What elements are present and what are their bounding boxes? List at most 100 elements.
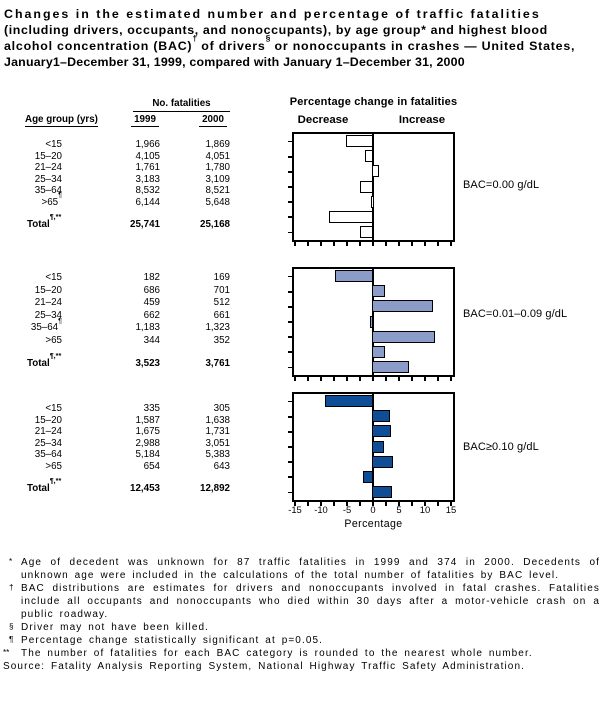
x-axis-tick	[411, 377, 413, 381]
bar	[371, 345, 386, 358]
footnote-marker: *	[9, 556, 13, 566]
y-axis-tick	[288, 366, 292, 369]
age-cell: Total¶,**	[27, 350, 62, 369]
age-cell: 15–20	[34, 150, 62, 162]
fatalities-1999-cell: 4,105	[135, 150, 160, 162]
x-tick-label: -10	[314, 504, 328, 515]
x-axis-tick	[346, 502, 348, 506]
table-total-row: Total¶,** 12,453 12,892	[0, 475, 240, 495]
age-cell: <15	[45, 403, 62, 414]
bar	[360, 225, 374, 238]
age-cell: 35–64	[34, 449, 62, 461]
fatalities-1999-cell: 459	[143, 297, 160, 309]
bac-category-label-001-009: BAC=0.01–0.09 g/dL	[463, 308, 568, 320]
column-header-1999: 1999	[131, 114, 159, 127]
x-axis-tick	[307, 502, 309, 506]
bar	[371, 425, 391, 438]
bar	[324, 395, 374, 408]
fatalities-2000-cell: 12,892	[200, 482, 230, 494]
fatalities-1999-cell: 344	[143, 334, 160, 346]
x-axis-tick	[437, 377, 439, 381]
bac-category-label-000: BAC=0.00 g/dL	[463, 179, 540, 191]
x-axis-tick	[320, 502, 322, 506]
bar-chart-bac-000	[288, 132, 455, 246]
y-axis-tick	[288, 171, 292, 173]
fatalities-2000-cell: 701	[213, 284, 230, 296]
y-axis-tick	[288, 275, 292, 278]
table-row: 15–20 686 701	[0, 285, 240, 298]
table-row: <15 335 305	[0, 403, 240, 415]
x-tick-label: -15	[288, 504, 302, 515]
bar	[371, 455, 394, 468]
footnote-text: Percentage change statistically signific…	[21, 635, 324, 646]
x-axis-tick	[307, 377, 309, 381]
fatalities-1999-cell: 12,453	[130, 482, 160, 494]
table-row: >65 654 643	[0, 461, 240, 473]
x-tick-label: 0	[370, 504, 376, 515]
x-axis-tick	[424, 377, 426, 381]
x-axis-tick	[294, 502, 296, 506]
x-axis-tick	[424, 242, 426, 246]
y-axis-tick	[288, 321, 292, 323]
fatalities-1999-cell: 662	[143, 309, 160, 321]
y-axis-tick	[288, 216, 292, 219]
x-tick-label: 5	[396, 504, 402, 515]
y-axis-tick	[288, 476, 292, 479]
footnote: § Driver may not have been killed.	[3, 621, 600, 634]
fatalities-1999-cell: 1,183	[135, 322, 160, 334]
age-cell: Total¶,**	[27, 475, 62, 494]
title-line-3-text: or nonoccupants in crashes — United Stat…	[270, 39, 576, 53]
fatalities-1999-cell: 25,741	[130, 218, 160, 230]
bar	[359, 180, 374, 193]
increase-label: Increase	[398, 114, 446, 126]
fatalities-2000-cell: 3,051	[205, 437, 230, 449]
y-axis-tick	[288, 201, 292, 203]
x-axis-tick	[398, 502, 400, 506]
x-axis-tick	[450, 502, 452, 506]
y-axis-tick	[288, 431, 292, 433]
fatalities-1999-cell: 8,532	[135, 185, 160, 197]
age-cell: >65¶	[41, 190, 63, 208]
table-row: >65¶ 6,144 5,648	[0, 190, 240, 209]
x-axis-tick	[437, 242, 439, 246]
x-axis-tick	[359, 242, 361, 246]
fatalities-1999-cell: 654	[143, 460, 160, 472]
footnotes: * Age of decedent was unknown for 87 traf…	[3, 556, 600, 673]
x-axis-tick	[333, 377, 335, 381]
fatalities-1999-cell: 1,675	[135, 426, 160, 438]
table-row: 21–24 459 512	[0, 297, 240, 310]
table-row: <15 182 169	[0, 272, 240, 285]
bar	[371, 165, 380, 178]
title-line-1: Changes in the estimated number and perc…	[4, 7, 541, 21]
table-row: 25–34 2,988 3,051	[0, 438, 240, 450]
chart-section-title: Percentage change in fatalities	[289, 96, 458, 108]
footnote-text: Driver may not have been killed.	[21, 622, 210, 633]
x-axis-tick	[398, 242, 400, 246]
x-axis-tick	[424, 502, 426, 506]
plot-area	[288, 134, 453, 246]
x-axis-tick	[307, 242, 309, 246]
x-axis-tick	[450, 242, 452, 246]
fatalities-2000-cell: 3,109	[205, 173, 230, 185]
footnote-superscript: ¶	[58, 190, 62, 200]
y-axis-tick	[288, 415, 292, 418]
footnote-superscript: ¶,**	[49, 350, 62, 360]
table-total-row: Total¶,** 25,741 25,168	[0, 211, 240, 231]
footnote: * Age of decedent was unknown for 87 traf…	[3, 556, 600, 582]
y-axis-tick	[288, 140, 292, 143]
table-row: 25–34 662 661	[0, 310, 240, 323]
bar	[371, 360, 409, 373]
age-cell: <15	[45, 139, 62, 150]
table-row: 35–64 8,532 8,521	[0, 185, 240, 197]
footnote: ¶ Percentage change statistically signifi…	[3, 634, 600, 647]
fatalities-2000-cell: 5,648	[205, 196, 230, 208]
plot-area	[288, 269, 453, 381]
fatalities-2000-cell: 4,051	[205, 150, 230, 162]
bar	[364, 150, 374, 163]
fatalities-1999-cell: 1,966	[135, 139, 160, 150]
footnote: ** The number of fatalities for each BAC …	[3, 647, 600, 660]
fatalities-2000-cell: 1,323	[205, 322, 230, 334]
fatalities-table-bac-000: <15 1,966 1,869 15–20 4,105 4,051 21–24 1,761 1,…	[0, 139, 240, 230]
age-cell: Total¶,**	[27, 211, 62, 230]
